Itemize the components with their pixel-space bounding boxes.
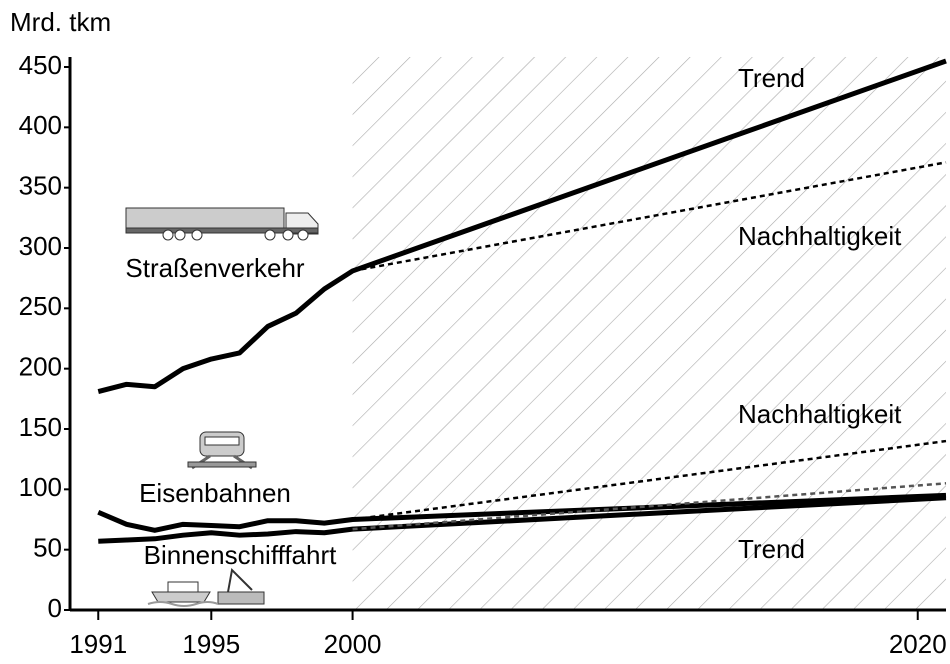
series-label: Binnenschifffahrt bbox=[144, 540, 338, 570]
annotation: Trend bbox=[738, 63, 805, 93]
truck-icon bbox=[125, 207, 319, 241]
y-tick-label: 450 bbox=[19, 50, 62, 80]
sustainable-line bbox=[352, 161, 947, 273]
y-tick-label: 100 bbox=[19, 472, 62, 502]
y-tick-label: 50 bbox=[33, 533, 62, 563]
x-tick-label: 2020 bbox=[889, 629, 947, 659]
forecast-area bbox=[352, 57, 946, 610]
y-tick-label: 200 bbox=[19, 352, 62, 382]
y-tick-label: 0 bbox=[48, 593, 62, 623]
annotation: Trend bbox=[738, 534, 805, 564]
y-tick-label: 300 bbox=[19, 231, 62, 261]
x-tick-label: 1995 bbox=[182, 629, 240, 659]
series-line bbox=[97, 492, 947, 533]
x-tick-label: 2000 bbox=[324, 629, 382, 659]
train-icon bbox=[187, 431, 257, 470]
series-line bbox=[97, 58, 947, 395]
y-tick-label: 150 bbox=[19, 412, 62, 442]
x-tick-label: 1991 bbox=[69, 629, 127, 659]
sustainable-line bbox=[352, 482, 947, 531]
annotation: Nachhaltigkeit bbox=[738, 221, 902, 251]
series-label: Straßenverkehr bbox=[125, 253, 305, 283]
y-tick-label: 400 bbox=[19, 110, 62, 140]
annotation: Nachhaltigkeit bbox=[738, 399, 902, 429]
series-line bbox=[98, 495, 947, 544]
y-tick-label: 250 bbox=[19, 291, 62, 321]
sustainable-line bbox=[352, 439, 947, 521]
ship-icon bbox=[147, 567, 265, 607]
y-axis-label: Mrd. tkm bbox=[10, 7, 111, 37]
series-label: Eisenbahnen bbox=[139, 478, 291, 508]
y-tick-label: 350 bbox=[19, 171, 62, 201]
